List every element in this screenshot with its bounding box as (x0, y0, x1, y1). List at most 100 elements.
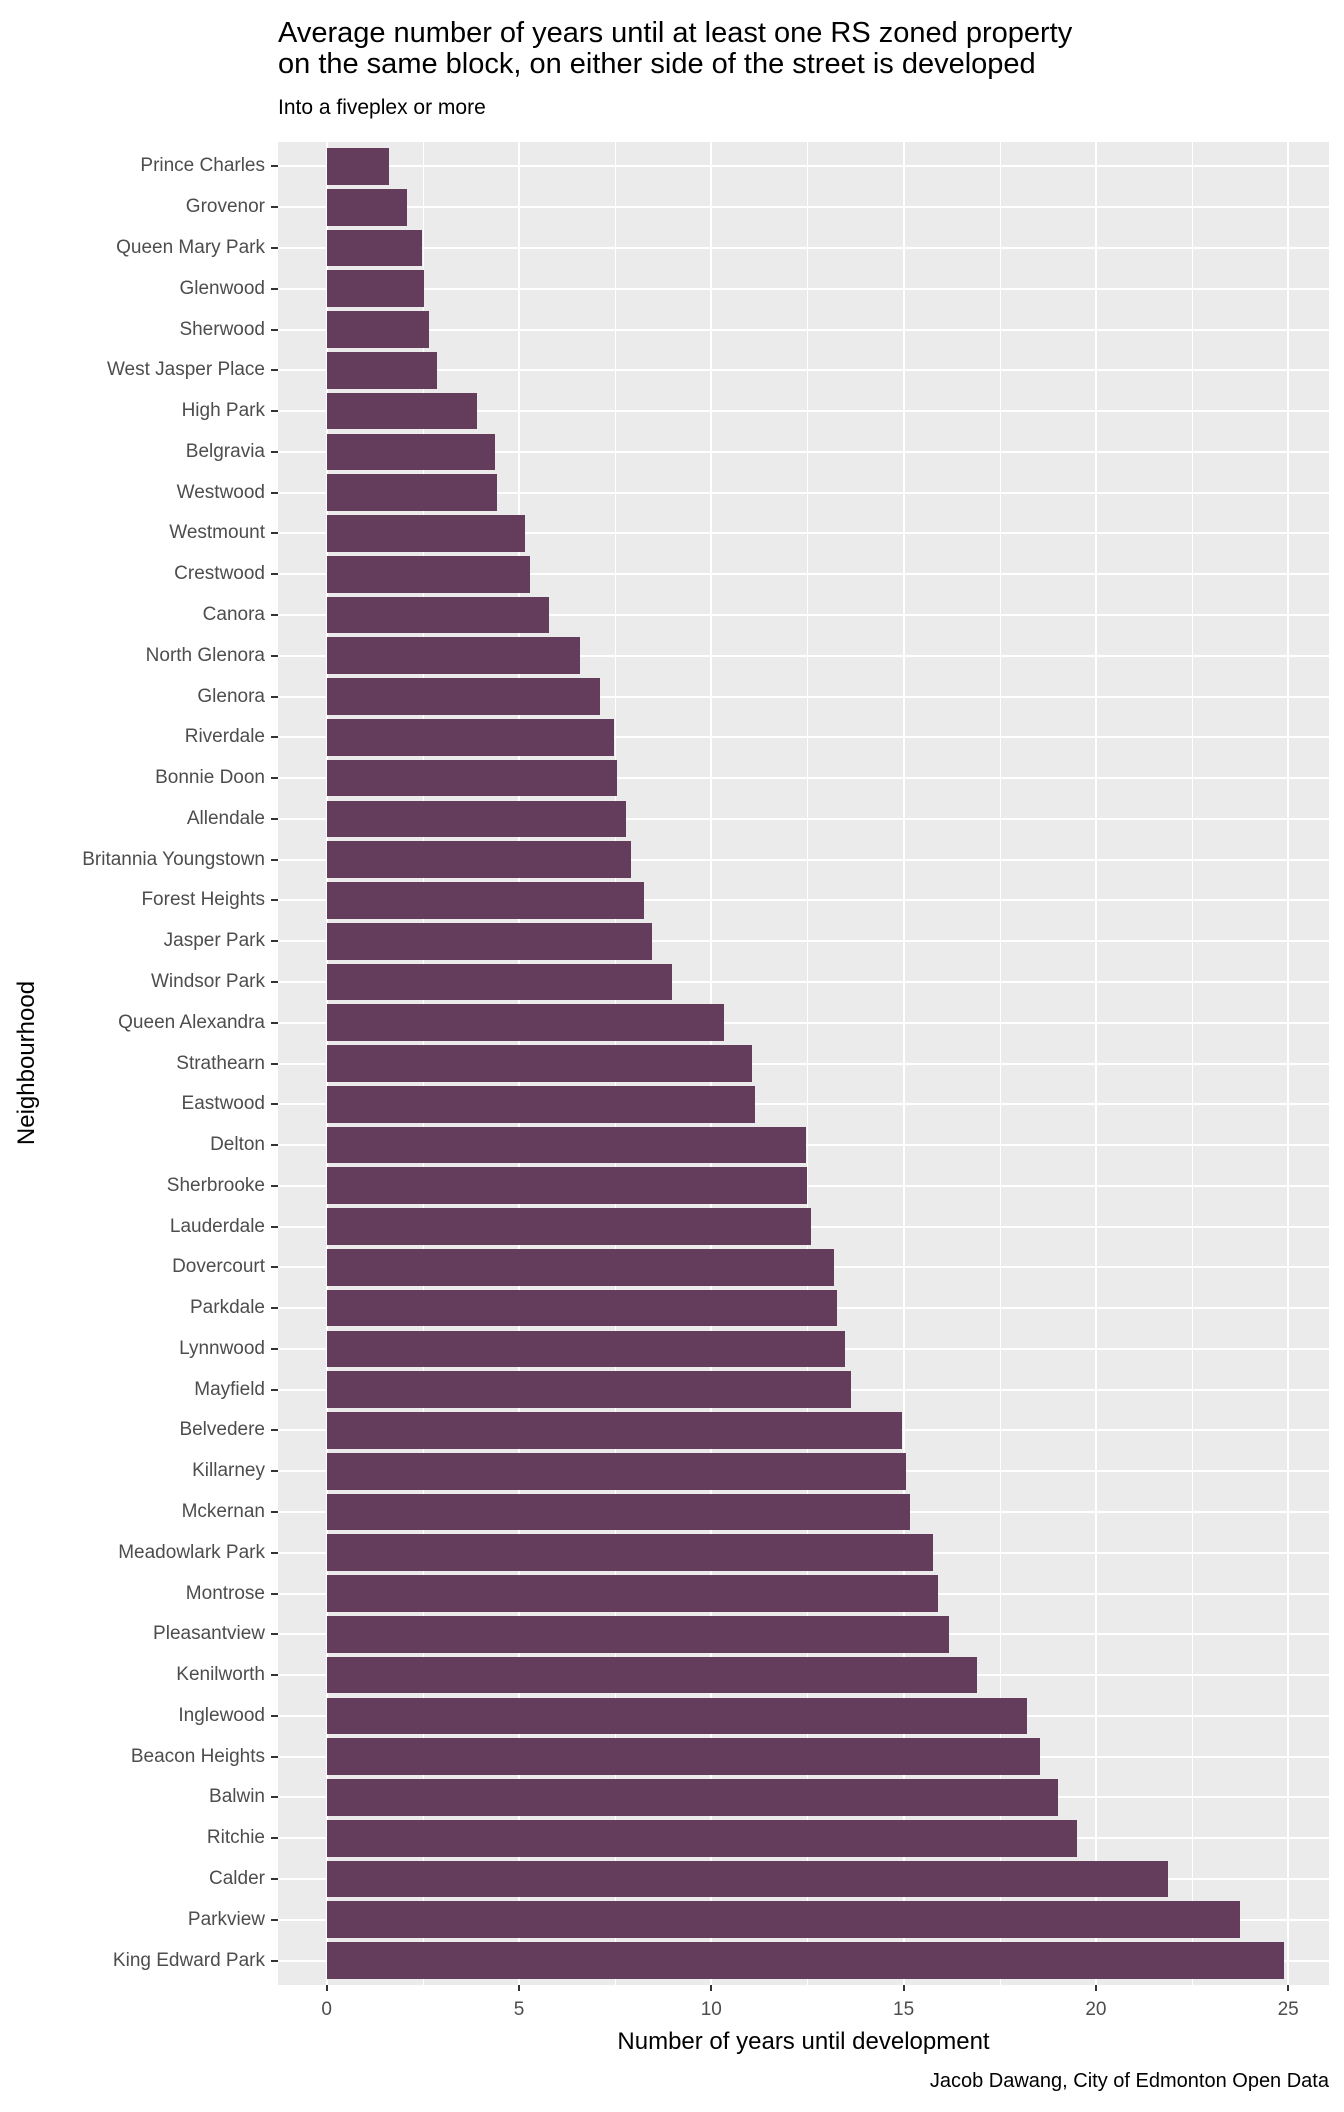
y-axis-label: Bonnie Doon (155, 767, 265, 789)
gridline-x-major (1094, 142, 1097, 1985)
bar (326, 1004, 724, 1042)
y-axis-tick (271, 777, 278, 780)
gridline-x-major (1287, 142, 1290, 1985)
y-axis-label: Sherwood (179, 318, 265, 340)
x-axis-tick-label: 10 (700, 1999, 722, 2020)
chart-title: Average number of years until at least o… (278, 17, 1073, 80)
bar (326, 637, 580, 675)
gridline-y-major (278, 1021, 1329, 1024)
x-axis-tick (518, 1985, 520, 1991)
y-axis-tick (271, 1184, 278, 1187)
y-axis-tick (271, 1511, 278, 1514)
bar (326, 596, 549, 634)
y-axis-label: Inglewood (178, 1704, 265, 1726)
bar (326, 148, 390, 185)
bar (326, 963, 672, 1001)
y-axis-tick (271, 817, 278, 820)
gridline-x-major (902, 142, 905, 1985)
y-axis-label: Grovenor (185, 196, 265, 218)
y-axis-label: Lauderdale (169, 1215, 265, 1237)
bar (326, 1126, 806, 1164)
bar (326, 678, 600, 715)
bar (326, 515, 525, 552)
y-axis-tick (271, 1103, 278, 1106)
y-axis-tick (271, 1388, 278, 1391)
y-axis-label: Riverdale (184, 726, 265, 748)
y-axis-label: Britannia Youngstown (82, 848, 265, 870)
bar (326, 1249, 834, 1286)
y-axis-label: Dovercourt (172, 1256, 265, 1278)
gridline-x-minor (807, 142, 809, 1985)
y-axis-tick (271, 1062, 278, 1065)
y-axis-tick (271, 1144, 278, 1147)
y-axis-tick (271, 940, 278, 943)
bar (326, 882, 644, 919)
gridline-y-major (278, 573, 1329, 576)
bar (326, 351, 438, 389)
y-axis-tick (271, 573, 278, 576)
y-axis-label: Windsor Park (150, 970, 265, 992)
y-axis-label: Mckernan (181, 1501, 265, 1523)
bar (326, 1167, 807, 1205)
y-axis-label: Meadowlark Park (118, 1541, 265, 1563)
bar (326, 1452, 906, 1490)
bar (326, 1615, 949, 1653)
x-axis-tick-label: 0 (321, 1999, 332, 2020)
gridline-y-major (278, 736, 1329, 739)
y-axis-tick (271, 1551, 278, 1554)
y-axis-label: Pleasantview (153, 1623, 265, 1645)
bar (326, 1575, 938, 1612)
y-axis-label: Parkview (187, 1908, 265, 1930)
bar (326, 1901, 1241, 1939)
y-axis-tick (271, 1877, 278, 1880)
gridline-y-major (278, 410, 1329, 413)
gridline-y-major (278, 247, 1329, 249)
y-axis-tick (271, 247, 278, 249)
y-axis-label: Westmount (169, 522, 265, 544)
y-axis-label: Jasper Park (163, 930, 265, 952)
gridline-y-major (278, 613, 1329, 616)
gridline-x-minor (1192, 142, 1194, 1985)
gridline-y-major (278, 532, 1329, 535)
gridline-y-major (278, 817, 1329, 820)
y-axis-label: Canora (202, 603, 265, 625)
y-axis-label: West Jasper Place (106, 359, 265, 381)
gridline-y-major (278, 369, 1329, 372)
y-axis-label: Beacon Heights (130, 1745, 265, 1767)
y-axis-tick (271, 1592, 278, 1595)
x-axis-tick (902, 1985, 905, 1991)
bar (326, 392, 477, 430)
y-axis-label: Killarney (192, 1460, 265, 1482)
gridline-y-major (278, 165, 1329, 168)
x-axis-tick-label: 25 (1277, 1999, 1299, 2020)
y-axis-tick (271, 206, 278, 209)
y-axis-label: Forest Heights (141, 889, 265, 911)
y-axis-tick (271, 369, 278, 372)
gridline-y-major (278, 654, 1329, 657)
gridline-y-major (278, 940, 1329, 943)
y-axis-tick (271, 899, 278, 902)
bar (326, 1819, 1078, 1857)
y-axis-label: Allendale (186, 807, 265, 829)
y-axis-label: Queen Mary Park (116, 237, 265, 258)
caption: Jacob Dawang, City of Edmonton Open Data (929, 2070, 1329, 2092)
y-axis-label: Kenilworth (176, 1664, 265, 1686)
y-axis-tick (271, 1755, 278, 1758)
gridline-y-major (278, 1103, 1329, 1106)
bar (326, 311, 430, 348)
x-axis-tick (710, 1985, 713, 1991)
y-axis-tick (271, 450, 278, 453)
y-axis-tick (271, 328, 278, 331)
plot-panel (278, 142, 1329, 1985)
gridline-y-major (278, 1062, 1329, 1065)
y-axis-label: Mayfield (194, 1378, 265, 1400)
y-axis-tick (271, 165, 278, 168)
y-axis-label: King Edward Park (112, 1949, 265, 1971)
y-axis-tick (271, 1429, 278, 1432)
bar (326, 1371, 851, 1409)
y-axis-tick (271, 410, 278, 413)
bar (326, 759, 618, 797)
bar (326, 229, 422, 267)
bar (326, 1942, 1285, 1979)
